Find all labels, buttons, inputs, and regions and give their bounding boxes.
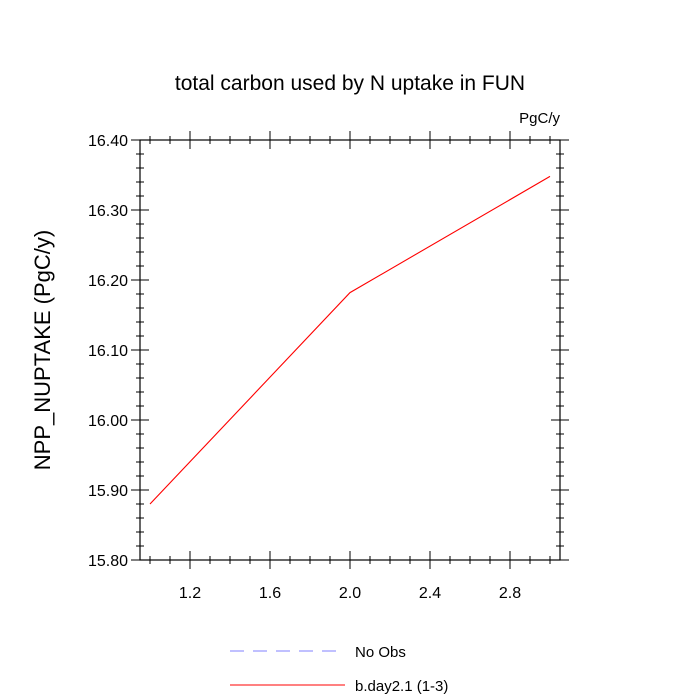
y-tick-label: 16.20 <box>88 273 128 290</box>
y-tick-label: 16.40 <box>88 133 128 150</box>
y-axis-title: NPP_NUPTAKE (PgC/y) <box>30 230 55 470</box>
units-label: PgC/y <box>519 110 560 127</box>
x-tick-label: 1.6 <box>259 585 281 602</box>
legend-label: No Obs <box>355 644 406 661</box>
legend: No Obs b.day2.1 (1-3) <box>230 644 448 695</box>
plot-frame <box>139 139 561 561</box>
y-tick-label: 16.00 <box>88 413 128 430</box>
x-tick-label: 2.0 <box>339 585 361 602</box>
series-line <box>149 175 551 505</box>
y-tick-label: 16.30 <box>88 203 128 220</box>
y-tick-label: 16.10 <box>88 343 128 360</box>
chart-title: total carbon used by N uptake in FUN <box>175 72 525 95</box>
x-tick-label: 1.2 <box>179 585 201 602</box>
y-tick-label: 15.90 <box>88 483 128 500</box>
axis-ticks <box>131 131 569 569</box>
x-tick-label: 2.4 <box>419 585 441 602</box>
y-tick-label: 15.80 <box>88 553 128 570</box>
x-tick-label: 2.8 <box>499 585 521 602</box>
series-group <box>149 175 551 505</box>
legend-label: b.day2.1 (1-3) <box>355 678 448 695</box>
tick-labels: 15.80 15.90 16.00 16.10 16.20 16.30 16.40 1.2 1.… <box>88 133 521 602</box>
